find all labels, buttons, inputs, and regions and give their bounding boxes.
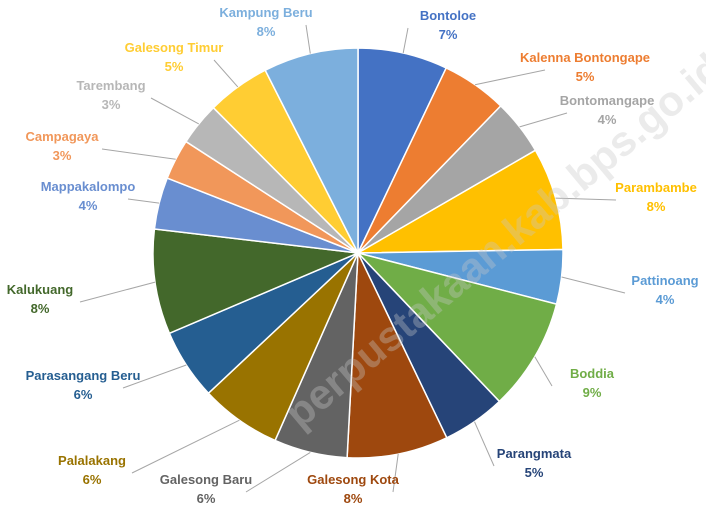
- slice-labels: Bontoloe 7% Kalenna Bontongape 5% Bontomanga…: [7, 5, 699, 506]
- pie-slice-parambambe: [355, 149, 564, 254]
- slice-label-palalakang: Palalakang: [58, 453, 126, 468]
- leader-lines: [79, 24, 626, 493]
- slice-value-kalenna-bontongape: 5%: [576, 69, 595, 84]
- pie-slice-kalukuang: [152, 228, 361, 335]
- slice-label-parambambe: Parambambe: [615, 180, 697, 195]
- slice-value-tarembang: 3%: [102, 97, 121, 112]
- slice-value-bontoloe: 7%: [439, 27, 458, 42]
- leader-line-galesong-baru: [245, 451, 311, 493]
- leader-line-mappakalompo: [127, 198, 160, 204]
- pie-slices: [152, 47, 564, 459]
- slice-label-kalenna-bontongape: Kalenna Bontongape: [520, 50, 650, 65]
- slice-label-pattinoang: Pattinoang: [631, 273, 698, 288]
- slice-label-campagaya: Campagaya: [26, 129, 100, 144]
- leader-line-palalakang: [131, 419, 240, 474]
- leader-line-kalukuang: [79, 281, 156, 303]
- slice-label-bontoloe: Bontoloe: [420, 8, 476, 23]
- pie-slice-boddia: [355, 251, 558, 403]
- slice-label-mappakalompo: Mappakalompo: [41, 179, 136, 194]
- pie-slice-kampung-beru: [264, 47, 359, 254]
- leader-line-campagaya: [101, 148, 176, 160]
- slice-value-parambambe: 8%: [647, 199, 666, 214]
- leader-line-parasangang-beru: [122, 364, 187, 389]
- slice-value-galesong-baru: 6%: [197, 491, 216, 506]
- slice-value-pattinoang: 4%: [656, 292, 675, 307]
- slice-label-galesong-timur: Galesong Timur: [125, 40, 224, 55]
- leader-line-tarembang: [150, 97, 200, 125]
- slice-value-galesong-kota: 8%: [344, 491, 363, 506]
- slice-value-campagaya: 3%: [53, 148, 72, 163]
- slice-label-galesong-kota: Galesong Kota: [307, 472, 400, 487]
- leader-line-kampung-beru: [305, 24, 311, 54]
- slice-value-parasangang-beru: 6%: [74, 387, 93, 402]
- slice-label-parangmata: Parangmata: [497, 446, 572, 461]
- leader-line-parambambe: [555, 197, 617, 201]
- leader-line-boddia: [534, 356, 553, 387]
- slice-label-parasangang-beru: Parasangang Beru: [26, 368, 141, 383]
- slice-value-galesong-timur: 5%: [165, 59, 184, 74]
- slice-label-kalukuang: Kalukuang: [7, 282, 74, 297]
- slice-value-mappakalompo: 4%: [79, 198, 98, 213]
- slice-value-kalukuang: 8%: [31, 301, 50, 316]
- leader-line-bontomangape: [519, 112, 568, 128]
- slice-value-bontomangape: 4%: [598, 112, 617, 127]
- pie-slice-galesong-kota: [346, 252, 448, 459]
- slice-value-parangmata: 5%: [525, 465, 544, 480]
- slice-value-kampung-beru: 8%: [257, 24, 276, 39]
- slice-value-palalakang: 6%: [83, 472, 102, 487]
- leader-line-kalenna-bontongape: [474, 69, 546, 86]
- leader-line-galesong-kota: [392, 453, 399, 493]
- leader-line-bontoloe: [402, 27, 409, 54]
- slice-label-bontomangape: Bontomangape: [560, 93, 655, 108]
- slice-value-boddia: 9%: [583, 385, 602, 400]
- slice-label-boddia: Boddia: [570, 366, 615, 381]
- slice-label-kampung-beru: Kampung Beru: [219, 5, 312, 20]
- leader-line-parangmata: [474, 421, 495, 467]
- leader-line-galesong-timur: [213, 59, 239, 88]
- slice-label-tarembang: Tarembang: [76, 78, 145, 93]
- slice-label-galesong-baru: Galesong Baru: [160, 472, 253, 487]
- leader-line-pattinoang: [561, 276, 626, 294]
